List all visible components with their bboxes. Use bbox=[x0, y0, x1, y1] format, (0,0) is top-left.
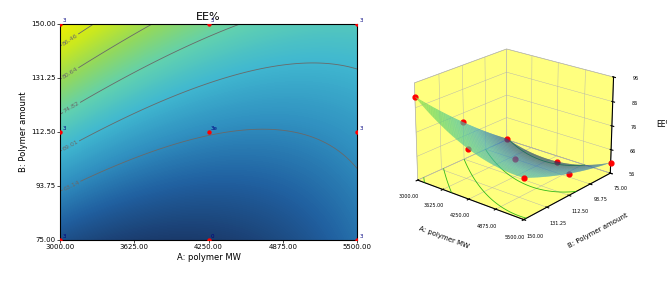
Title: EE%: EE% bbox=[196, 12, 221, 22]
Text: 3: 3 bbox=[211, 18, 215, 22]
X-axis label: A: polymer MW: A: polymer MW bbox=[177, 253, 241, 262]
Point bbox=[55, 130, 65, 134]
Text: 0: 0 bbox=[211, 234, 215, 239]
Text: 3: 3 bbox=[63, 234, 66, 239]
Point bbox=[352, 238, 363, 242]
X-axis label: A: polymer MW: A: polymer MW bbox=[418, 225, 470, 249]
Y-axis label: B: Polymer amount: B: Polymer amount bbox=[567, 212, 629, 249]
Point bbox=[203, 22, 214, 26]
Point bbox=[55, 238, 65, 242]
Point bbox=[352, 22, 363, 26]
Text: 80.64: 80.64 bbox=[61, 66, 79, 80]
Text: 69.01: 69.01 bbox=[61, 139, 79, 152]
Point bbox=[203, 238, 214, 242]
Text: 63.14: 63.14 bbox=[63, 179, 81, 192]
Point bbox=[352, 130, 363, 134]
Text: 3: 3 bbox=[360, 234, 363, 239]
Text: 3: 3 bbox=[360, 126, 363, 130]
Text: 3e: 3e bbox=[211, 126, 218, 130]
Point bbox=[203, 130, 214, 134]
Text: 86.46: 86.46 bbox=[61, 32, 79, 46]
Text: 74.82: 74.82 bbox=[63, 101, 81, 114]
Text: 3: 3 bbox=[63, 18, 66, 22]
Text: 3: 3 bbox=[63, 126, 66, 130]
Point bbox=[55, 22, 65, 26]
Y-axis label: B: Polymer amount: B: Polymer amount bbox=[19, 92, 29, 172]
Text: 3: 3 bbox=[360, 18, 363, 22]
